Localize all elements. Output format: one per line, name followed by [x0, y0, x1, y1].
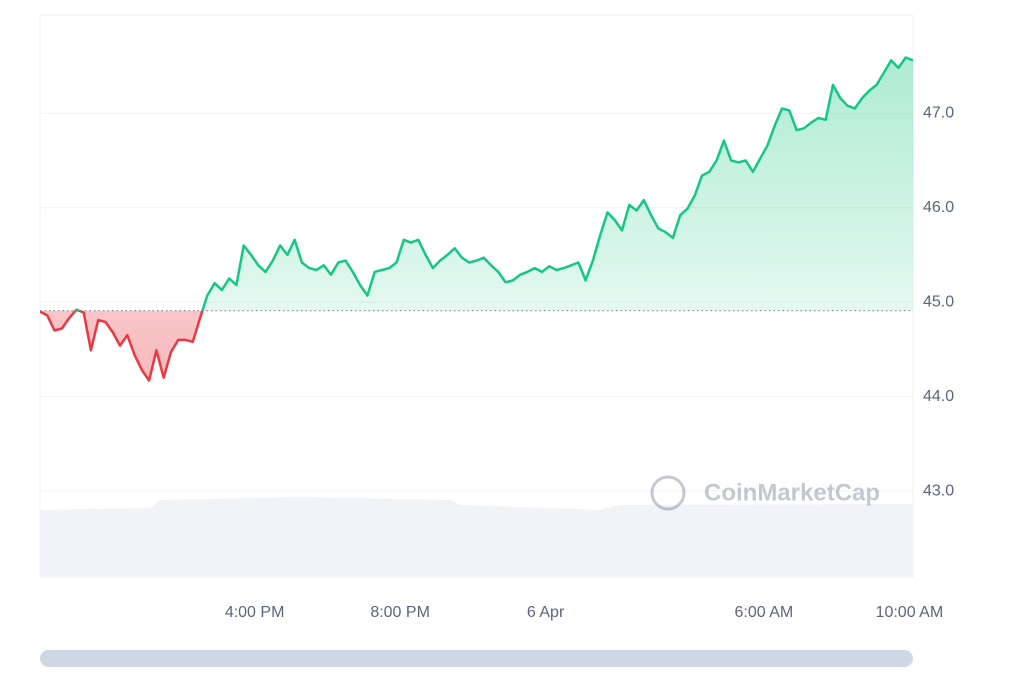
- volume-area: [40, 497, 913, 577]
- x-tick-label: 8:00 PM: [370, 604, 430, 621]
- price-line-up: [40, 56, 913, 311]
- x-tick-label: 6:00 AM: [735, 604, 794, 621]
- watermark-text: CoinMarketCap: [704, 479, 880, 506]
- x-tick-label: 6 Apr: [527, 604, 565, 621]
- watermark: CoinMarketCap: [650, 475, 880, 511]
- axes: 43.0 44.0 45.0 46.0 47.0 4:00 PM 8:00 PM 6 Apr 6…: [225, 104, 954, 621]
- y-tick-label: 47.0: [923, 104, 954, 121]
- y-tick-label: 44.0: [923, 388, 954, 405]
- plot: [40, 56, 913, 382]
- area-up: [40, 57, 913, 311]
- y-tick-label: 45.0: [923, 293, 954, 310]
- x-tick-label: 10:00 AM: [876, 604, 944, 621]
- price-line-down: [40, 310, 204, 382]
- x-tick-label: 4:00 PM: [225, 604, 285, 621]
- scrollbar[interactable]: [40, 650, 913, 667]
- y-tick-label: 46.0: [923, 199, 954, 216]
- y-tick-label: 43.0: [923, 482, 954, 499]
- area-down: [40, 310, 203, 381]
- watermark-logo: [650, 475, 686, 511]
